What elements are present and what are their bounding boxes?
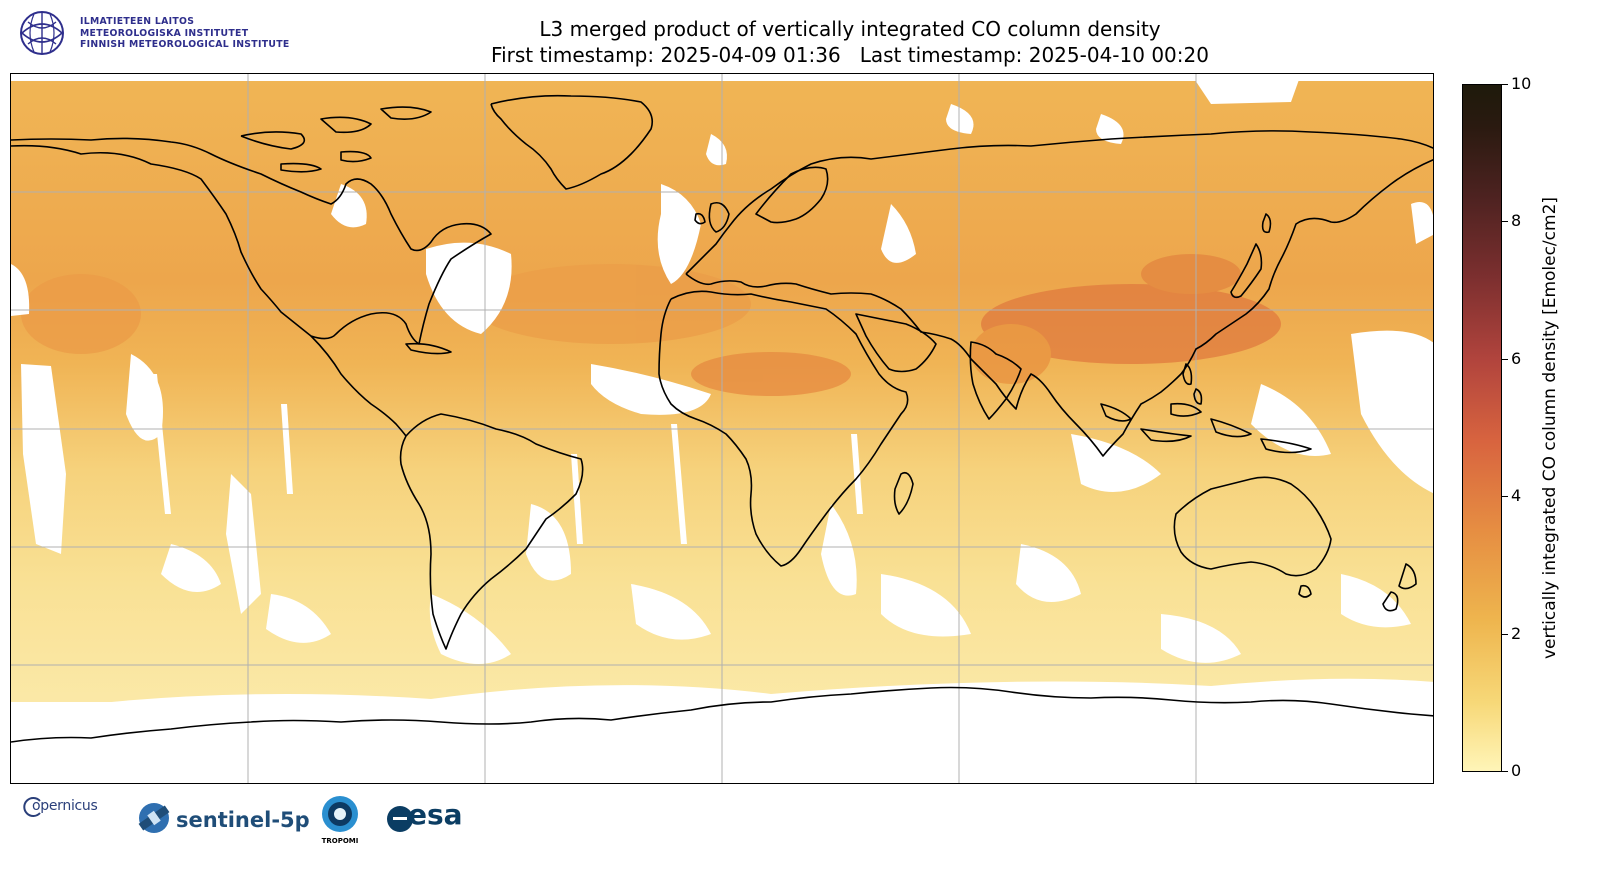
partner-logos: opernicus sentinel-5p TROPOMI esa — [0, 790, 600, 870]
esa-logo: esa — [386, 798, 486, 840]
coast-philippines — [1182, 363, 1203, 405]
coast-india — [969, 341, 1022, 420]
coast-arctic-islands — [240, 106, 432, 173]
colorbar-label: vertically integrated CO column density … — [1540, 196, 1560, 660]
colorbar-tick — [1502, 84, 1508, 85]
coast-british-isles — [694, 201, 730, 233]
sentinel-5p-logo: sentinel-5p — [134, 798, 314, 838]
tropomi-wordmark: TROPOMI — [321, 837, 359, 845]
co-density-map — [10, 73, 1434, 784]
map-gridlines — [11, 74, 1433, 783]
esa-e-icon — [387, 806, 413, 832]
colorbar-tick — [1502, 221, 1508, 222]
colorbar-tick — [1502, 634, 1508, 635]
coast-antarctica — [11, 686, 1433, 743]
coast-scandinavia — [755, 166, 829, 224]
satellite-icon — [138, 803, 170, 833]
colorbar-tick-label: 10 — [1511, 74, 1532, 93]
coast-australia — [1173, 476, 1332, 577]
coastlines — [11, 94, 1433, 743]
colorbar-tick — [1502, 771, 1508, 772]
map-canvas — [11, 74, 1433, 783]
esa-wordmark: esa — [408, 798, 463, 831]
fmi-name-en: FINNISH METEOROLOGICAL INSTITUTE — [80, 39, 290, 50]
colorbar-tick-label: 4 — [1511, 486, 1522, 505]
coast-central-america — [310, 335, 407, 437]
plot-title: L3 merged product of vertically integrat… — [300, 16, 1400, 68]
coast-north-america — [11, 137, 492, 345]
title-line-product: L3 merged product of vertically integrat… — [539, 17, 1161, 41]
coast-greenland — [490, 94, 654, 190]
colorbar-tick-label: 0 — [1511, 761, 1522, 780]
coast-japan — [1230, 213, 1272, 299]
coast-madagascar — [893, 471, 914, 515]
tropomi-eye-icon — [322, 796, 358, 832]
copernicus-wordmark: opernicus — [32, 798, 98, 814]
tropomi-logo: TROPOMI — [318, 794, 362, 848]
fmi-logo: ILMATIETEEN LAITOS METEOROLOGISKA INSTIT… — [18, 10, 308, 58]
fmi-name-fi: ILMATIETEEN LAITOS — [80, 16, 195, 27]
coast-africa — [658, 290, 909, 567]
coast-new-zealand — [1382, 563, 1417, 612]
coast-cuba — [405, 342, 452, 355]
coast-arabia — [855, 313, 937, 373]
coast-indonesia — [1100, 402, 1312, 454]
coast-south-america — [399, 413, 584, 650]
colorbar-tick-label: 8 — [1511, 211, 1522, 230]
fmi-name: ILMATIETEEN LAITOS METEOROLOGISKA INSTIT… — [80, 16, 290, 51]
fmi-emblem-icon — [20, 11, 64, 55]
colorbar-tick — [1502, 496, 1508, 497]
colorbar-tick — [1502, 359, 1508, 360]
title-line-timestamps: First timestamp: 2025-04-09 01:36 Last t… — [491, 43, 1209, 67]
colorbar-tick-label: 6 — [1511, 349, 1522, 368]
colorbar-tick-label: 2 — [1511, 624, 1522, 643]
copernicus-c-icon — [23, 797, 41, 817]
coast-europe-asia — [685, 130, 1433, 457]
fmi-name-sv: METEOROLOGISKA INSTITUTET — [80, 27, 249, 39]
sentinel-wordmark: sentinel-5p — [176, 808, 310, 832]
co-hotspots — [21, 254, 1281, 396]
coast-tasmania — [1298, 584, 1312, 598]
colorbar — [1462, 84, 1502, 772]
